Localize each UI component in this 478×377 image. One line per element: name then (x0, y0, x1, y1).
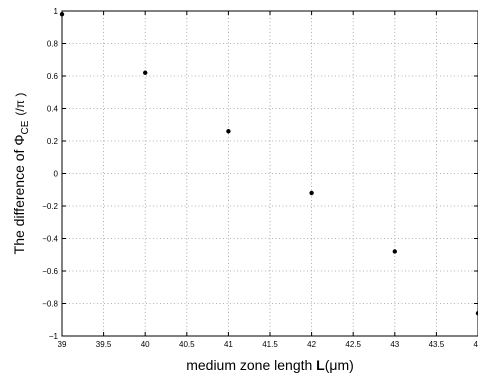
x-tick-label: 40 (141, 340, 150, 349)
x-axis-label-suffix: (μm) (325, 357, 354, 373)
x-axis-label-prefix: medium zone length (186, 357, 316, 373)
data-point (59, 12, 65, 17)
y-tick-label: 0.8 (47, 40, 59, 49)
y-tick-label: 1 (54, 7, 59, 16)
axis-ticks: 39 39.5 40 40.5 41 41.5 42 42.5 43 43.5 410.80.60.… (42, 7, 478, 349)
grid-lines (62, 11, 478, 336)
data-point (226, 129, 231, 134)
x-tick-label: 40.5 (179, 340, 195, 349)
x-tick-label: 4 (474, 340, 478, 349)
y-tick-label: 0.4 (47, 105, 59, 114)
data-point (309, 190, 314, 196)
y-tick-label: −0.2 (42, 202, 58, 211)
y-tick-label: −1 (49, 332, 59, 341)
x-tick-label: 43.5 (429, 340, 445, 349)
data-point (392, 249, 397, 254)
y-tick-label: −0.4 (42, 235, 58, 244)
x-tick-label: 41 (224, 340, 233, 349)
y-axis-label-suffix: (/π ) (13, 93, 27, 116)
y-tick-label: 0.2 (47, 137, 59, 146)
y-tick-label: −0.6 (42, 267, 58, 276)
y-axis-label-prefix: The difference of Φ (11, 134, 27, 254)
data-point (475, 311, 478, 316)
data-points (59, 12, 478, 316)
x-tick-label: 43 (390, 340, 399, 349)
x-tick-label: 39 (58, 340, 67, 349)
y-tick-label: −0.8 (42, 300, 58, 309)
x-axis-label-bold: L (316, 357, 325, 373)
x-tick-label: 42.5 (345, 340, 361, 349)
x-axis-label: medium zone length L(μm) (186, 357, 354, 373)
x-tick-label: 42 (307, 340, 316, 349)
x-tick-label: 39.5 (96, 340, 112, 349)
y-tick-label: 0.6 (47, 72, 59, 81)
y-tick-label: 0 (54, 170, 59, 179)
data-point (143, 70, 148, 75)
y-axis-label-subscript: CE (20, 120, 31, 134)
y-axis-label: The difference of ΦCE (/π ) (11, 93, 31, 255)
x-tick-label: 41.5 (262, 340, 278, 349)
